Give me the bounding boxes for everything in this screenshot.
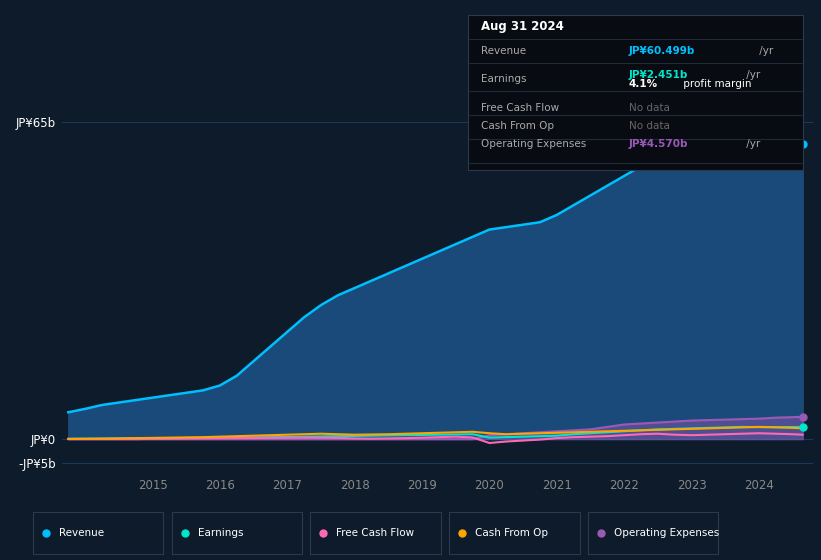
Text: No data: No data	[629, 103, 670, 113]
Text: JP¥2.451b: JP¥2.451b	[629, 69, 688, 80]
Text: Revenue: Revenue	[59, 529, 104, 538]
Text: JP¥4.570b: JP¥4.570b	[629, 139, 688, 149]
Text: Cash From Op: Cash From Op	[475, 529, 548, 538]
Text: Operating Expenses: Operating Expenses	[614, 529, 719, 538]
Text: JP¥60.499b: JP¥60.499b	[629, 46, 695, 56]
Text: Free Cash Flow: Free Cash Flow	[481, 103, 560, 113]
Text: Cash From Op: Cash From Op	[481, 121, 554, 131]
Text: 4.1%: 4.1%	[629, 79, 658, 89]
Text: /yr: /yr	[756, 46, 773, 56]
Text: /yr: /yr	[743, 139, 760, 149]
Text: Earnings: Earnings	[198, 529, 243, 538]
Text: profit margin: profit margin	[680, 79, 751, 89]
Text: Operating Expenses: Operating Expenses	[481, 139, 587, 149]
Text: Earnings: Earnings	[481, 74, 527, 85]
Text: /yr: /yr	[743, 69, 760, 80]
Text: No data: No data	[629, 121, 670, 131]
Text: Revenue: Revenue	[481, 46, 526, 56]
Text: Aug 31 2024: Aug 31 2024	[481, 20, 564, 34]
Text: Free Cash Flow: Free Cash Flow	[337, 529, 415, 538]
